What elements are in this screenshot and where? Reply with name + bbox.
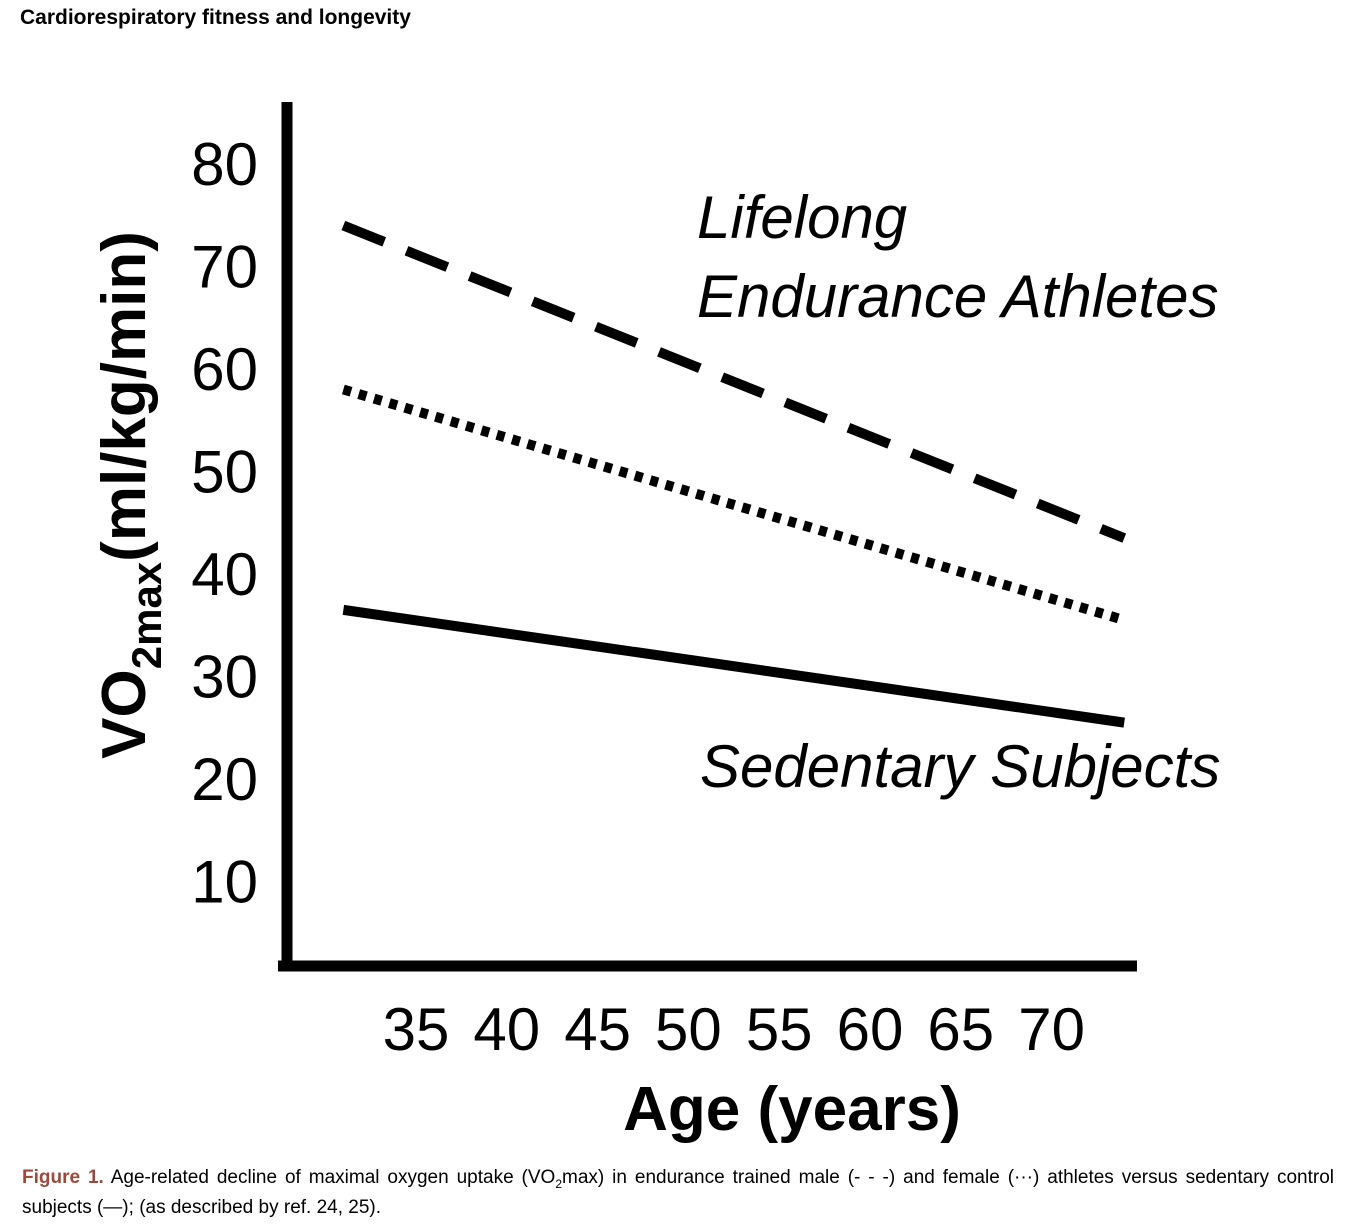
y-tick-label: 30 <box>191 644 258 711</box>
figure-caption-subscript: 2 <box>555 1176 563 1191</box>
x-tick-labels: 35 40 45 50 55 60 65 70 <box>383 996 1085 1063</box>
y-axis-title-main: VO <box>90 669 159 759</box>
series-line-dotted <box>341 384 1126 625</box>
athletes-label-line2: Endurance Athletes <box>697 263 1218 330</box>
figure-caption-text-1: Age-related decline of maximal oxygen up… <box>103 1167 556 1188</box>
x-tick-label: 40 <box>473 996 540 1063</box>
series-line-dashed <box>341 220 1127 543</box>
chart: 10 20 30 40 50 60 70 80 35 40 45 50 55 60 65 70 VO2max… <box>90 102 1220 1144</box>
x-tick-label: 50 <box>655 996 722 1063</box>
x-tick-label: 55 <box>746 996 813 1063</box>
x-tick-label: 35 <box>383 996 450 1063</box>
y-axis-title: VO2max(ml/kg/min) <box>90 231 170 759</box>
y-axis-title-units: (ml/kg/min) <box>90 231 159 562</box>
x-tick-label: 60 <box>837 996 904 1063</box>
y-tick-label: 40 <box>191 541 258 608</box>
x-tick-label: 70 <box>1018 996 1085 1063</box>
y-tick-label: 10 <box>191 849 258 916</box>
athletes-label-line1: Lifelong <box>697 184 907 251</box>
series-lines <box>341 220 1127 728</box>
figure-caption: Figure 1. Age-related decline of maximal… <box>22 1166 1334 1220</box>
y-tick-label: 80 <box>191 131 258 198</box>
y-tick-label: 60 <box>191 336 258 403</box>
y-tick-label: 70 <box>191 234 258 301</box>
x-tick-label: 65 <box>927 996 994 1063</box>
figure-caption-label: Figure 1. <box>22 1167 104 1188</box>
sedentary-label: Sedentary Subjects <box>700 733 1220 800</box>
y-tick-label: 20 <box>191 746 258 813</box>
x-axis-title: Age (years) <box>623 1075 961 1144</box>
y-axis-title-sub: 2max <box>123 561 170 669</box>
page-header: Cardiorespiratory fitness and longevity <box>20 6 411 29</box>
figure-caption-text-2: max) in endurance trained male (- - -) a… <box>22 1167 1334 1218</box>
x-tick-label: 45 <box>564 996 631 1063</box>
y-tick-labels: 10 20 30 40 50 60 70 80 <box>191 131 258 916</box>
series-line-solid <box>342 604 1125 728</box>
y-tick-label: 50 <box>191 439 258 506</box>
